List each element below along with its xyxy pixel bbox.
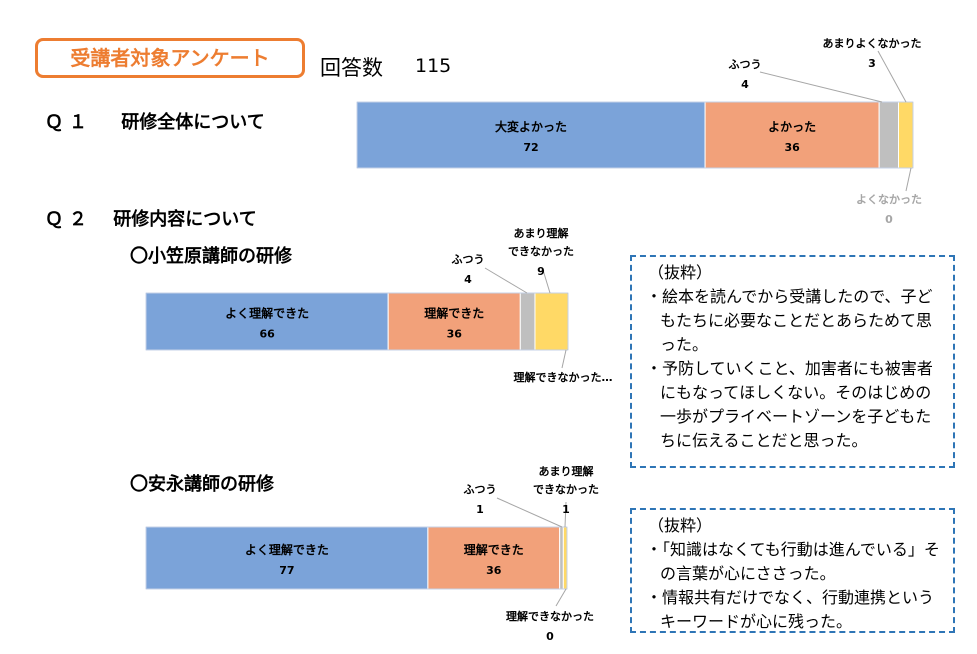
- callout-value: 1: [562, 503, 570, 516]
- bar-segment-value: 36: [447, 328, 463, 341]
- survey-title-box: 受講者対象アンケート: [35, 38, 305, 78]
- bar-outline: [356, 101, 914, 169]
- q1-number: Ｑ１: [45, 112, 93, 133]
- callout-leader-line: [759, 71, 883, 103]
- bar-segment-value: 36: [784, 141, 800, 154]
- callout-label: できなかった: [508, 245, 574, 258]
- bar-segment: [356, 101, 706, 169]
- callout-value: 0: [885, 213, 893, 226]
- bar-segment-label: よかった: [768, 120, 816, 134]
- q2-title: 研修内容について: [113, 209, 257, 230]
- bar-segment: [387, 292, 521, 351]
- callout-label: あまり理解: [514, 226, 569, 240]
- callout-leader-line: [496, 497, 563, 528]
- callout-label: あまりよくなかった: [823, 37, 922, 50]
- excerpt-1-item: ・予防していくこと、加害者にも被害者にもなってほしくない。そのはじめの一歩がプラ…: [646, 359, 933, 450]
- excerpt-1-item: ・絵本を読んでから受講したので、子どもたちに必要なことだとあらためて思った。: [646, 287, 933, 354]
- q1-heading: Ｑ１ 研修全体について: [45, 108, 265, 134]
- q2-number: Ｑ２: [45, 209, 93, 230]
- bar-segment-value: 36: [486, 564, 502, 577]
- bar-segment: [897, 101, 914, 169]
- bar-segment-value: 66: [259, 328, 275, 341]
- callout-value: 3: [868, 57, 876, 70]
- callout-value: 9: [537, 265, 545, 278]
- callout-leader-line: [484, 267, 528, 294]
- callout-label: あまり理解: [539, 464, 594, 478]
- q2-sub1-title: 〇小笠原講師の研修: [130, 246, 292, 267]
- bar-segment: [145, 526, 429, 590]
- excerpt-box-1: （抜粋） ・絵本を読んでから受講したので、子どもたちに必要なことだとあらためて思…: [630, 255, 955, 468]
- bar-segment-label: 理解できた: [464, 542, 524, 557]
- response-count-value: 115: [415, 55, 452, 77]
- bar-segment: [145, 292, 389, 351]
- callout-label: 理解できなかった…: [514, 370, 613, 384]
- callout-leader-line: [564, 501, 567, 528]
- callout-leader-line: [905, 167, 912, 192]
- bar-segment: [878, 101, 899, 169]
- callout-label: 理解できなかった: [506, 609, 594, 623]
- callout-label: できなかった: [533, 483, 599, 496]
- callout-leader-line: [561, 349, 567, 369]
- bar-segment: [427, 526, 561, 590]
- callout-leader-line: [555, 588, 567, 607]
- bar-segment-label: 大変よかった: [495, 119, 567, 134]
- bar-segment-label: よく理解できた: [225, 306, 309, 321]
- excerpt-box-2: （抜粋） ・「知識はなくても行動は進んでいる」その言葉が心にささった。 ・情報共…: [630, 508, 955, 633]
- callout-label: ふつう: [729, 58, 762, 71]
- bar-segment: [519, 292, 536, 351]
- callout-leader-line: [877, 50, 907, 103]
- callout-value: 0: [546, 630, 554, 643]
- callout-value: 4: [741, 78, 749, 91]
- bar-outline: [145, 526, 568, 590]
- excerpt-2-item: ・情報共有だけでなく、行動連携というキーワードが心に残った。: [646, 588, 935, 631]
- bar-segment-value: 72: [523, 141, 538, 154]
- bar-segment: [559, 526, 564, 590]
- bar-segment: [704, 101, 880, 169]
- bar-segment: [534, 292, 569, 351]
- q2-heading: Ｑ２ 研修内容について: [45, 205, 257, 231]
- q2-sub2-title: 〇安永講師の研修: [130, 474, 274, 495]
- excerpt-2-item: ・「知識はなくても行動は進んでいる」その言葉が心にささった。: [646, 540, 940, 583]
- bar-outline: [145, 292, 569, 351]
- bar-segment-label: よく理解できた: [245, 542, 329, 557]
- excerpt-2-heading: （抜粋）: [648, 516, 713, 535]
- bar-segment-value: 77: [279, 564, 294, 577]
- bar-segment-label: 理解できた: [424, 306, 484, 321]
- q1-title: 研修全体について: [121, 112, 265, 133]
- callout-label: よくなかった: [856, 193, 922, 206]
- response-count-label: 回答数: [320, 56, 383, 80]
- bar-segment: [562, 526, 568, 590]
- callout-leader-line: [542, 269, 551, 294]
- callout-value: 1: [476, 503, 484, 516]
- excerpt-1-heading: （抜粋）: [648, 263, 713, 282]
- callout-label: ふつう: [464, 483, 497, 496]
- survey-title: 受講者対象アンケート: [70, 46, 270, 70]
- callout-value: 4: [464, 273, 472, 286]
- callout-label: ふつう: [452, 253, 485, 266]
